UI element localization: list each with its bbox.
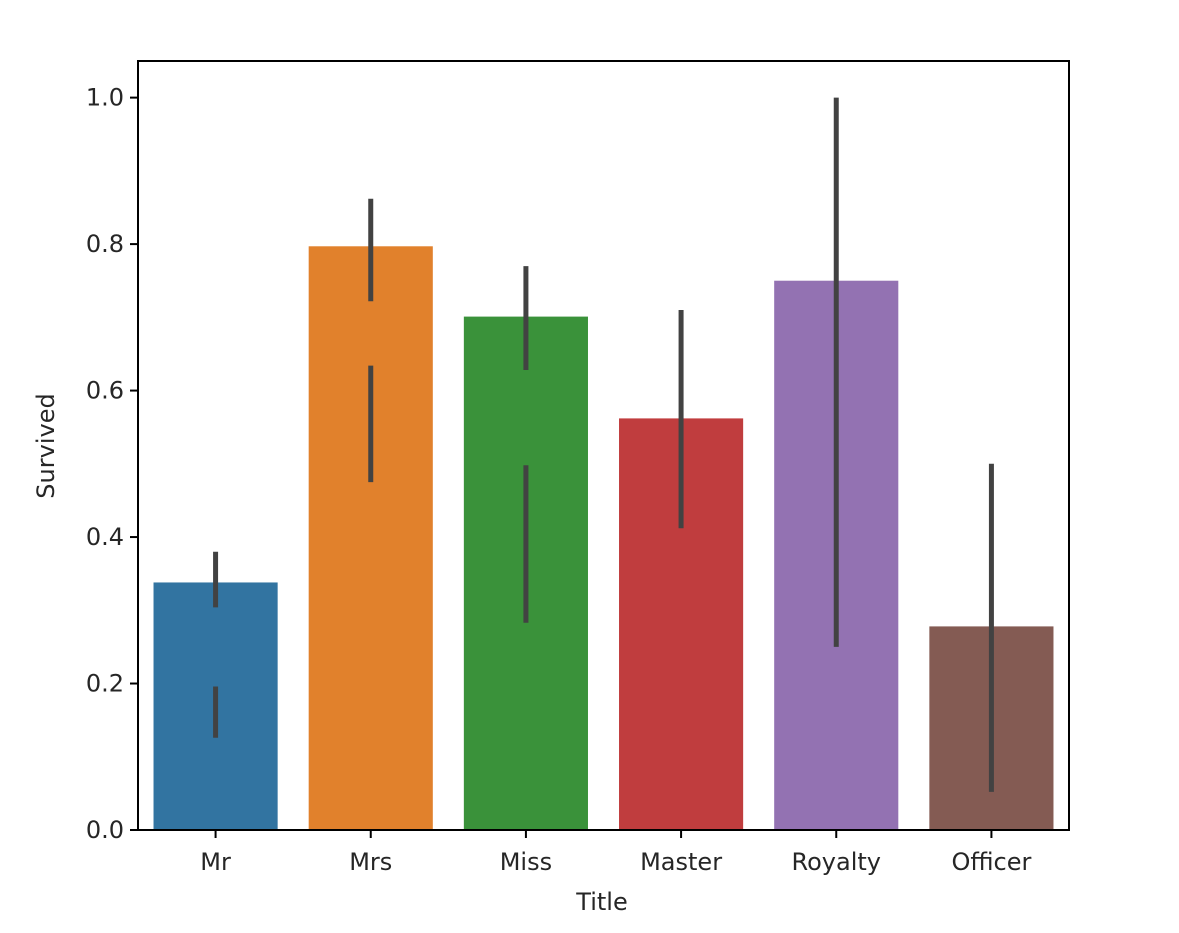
error-bars-group [213, 97, 994, 792]
bar-mrs [308, 246, 433, 831]
y-tick-label: 1.0 [86, 84, 124, 112]
y-tick-label: 0.6 [86, 377, 124, 405]
y-axis-label: Survived [32, 393, 60, 498]
y-tick-label: 0.0 [86, 816, 124, 844]
y-tick-label: 0.8 [86, 230, 124, 258]
x-tick-label-miss: Miss [500, 848, 552, 876]
y-tick-label: 0.2 [86, 670, 124, 698]
x-tick-label-mrs: Mrs [349, 848, 392, 876]
x-tick-label-master: Master [640, 848, 722, 876]
y-tick-label: 0.4 [86, 523, 124, 551]
bars-group [153, 246, 1054, 831]
plot-frame [137, 60, 1070, 831]
y-axis: 0.0 0.2 0.4 0.6 0.8 1.0 [86, 84, 138, 844]
x-tick-label-officer: Officer [951, 848, 1031, 876]
x-axis: Mr Mrs Miss Master Royalty Officer [200, 830, 1032, 876]
x-tick-label-mr: Mr [200, 848, 231, 876]
x-tick-label-royalty: Royalty [792, 848, 881, 876]
x-axis-label: Title [575, 888, 627, 916]
